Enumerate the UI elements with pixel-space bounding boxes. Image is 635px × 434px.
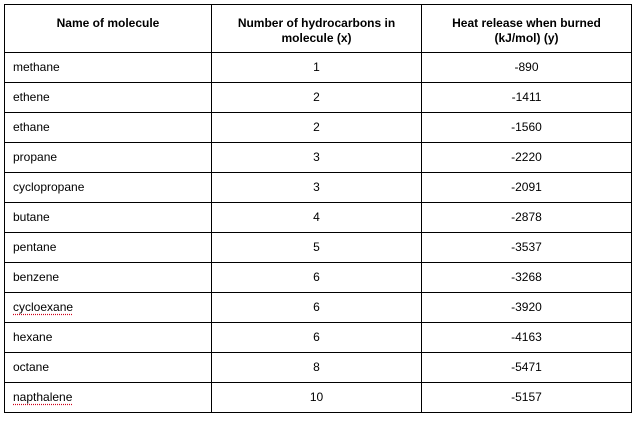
table-row: propane 3 -2220	[4, 142, 632, 173]
molecule-name-cell: benzene	[4, 262, 212, 293]
header-name-of-molecule: Name of molecule	[4, 4, 212, 53]
molecule-name-cell: methane	[4, 52, 212, 83]
hydrocarbon-count-cell: 5	[211, 232, 422, 263]
molecule-name-cell: cyclopropane	[4, 172, 212, 203]
hydrocarbon-count-cell: 2	[211, 112, 422, 143]
heat-release-cell: -5471	[421, 352, 632, 383]
heat-release-cell: -1411	[421, 82, 632, 113]
table-row: hexane 6 -4163	[4, 322, 632, 353]
table-row: cycloexane 6 -3920	[4, 292, 632, 323]
heat-release-cell: -3537	[421, 232, 632, 263]
table-row: pentane 5 -3537	[4, 232, 632, 263]
heat-release-cell: -4163	[421, 322, 632, 353]
hydrocarbon-count-cell: 3	[211, 142, 422, 173]
hydrocarbon-count-cell: 1	[211, 52, 422, 83]
heat-release-cell: -2091	[421, 172, 632, 203]
molecule-name-cell: ethane	[4, 112, 212, 143]
heat-release-cell: -890	[421, 52, 632, 83]
table-row: napthalene 10 -5157	[4, 382, 632, 413]
table-row: ethene 2 -1411	[4, 82, 632, 113]
hydrocarbon-count-cell: 6	[211, 262, 422, 293]
header-heat-release: Heat release when burned (kJ/mol) (y)	[421, 4, 632, 53]
heat-release-cell: -2220	[421, 142, 632, 173]
molecule-name-cell: ethene	[4, 82, 212, 113]
molecule-name-cell: butane	[4, 202, 212, 233]
molecule-name-cell: octane	[4, 352, 212, 383]
hydrocarbon-count-cell: 6	[211, 292, 422, 323]
heat-release-cell: -5157	[421, 382, 632, 413]
heat-release-cell: -3920	[421, 292, 632, 323]
molecule-name-cell: cycloexane	[4, 292, 212, 323]
hydrocarbon-count-cell: 10	[211, 382, 422, 413]
table-row: butane 4 -2878	[4, 202, 632, 233]
molecule-heat-table: Name of molecule Number of hydrocarbons …	[4, 4, 632, 413]
table-row: octane 8 -5471	[4, 352, 632, 383]
hydrocarbon-count-cell: 4	[211, 202, 422, 233]
table-row: ethane 2 -1560	[4, 112, 632, 143]
molecule-name-cell: hexane	[4, 322, 212, 353]
hydrocarbon-count-cell: 8	[211, 352, 422, 383]
hydrocarbon-count-cell: 2	[211, 82, 422, 113]
molecule-name-cell: napthalene	[4, 382, 212, 413]
table-row: cyclopropane 3 -2091	[4, 172, 632, 203]
hydrocarbon-count-cell: 3	[211, 172, 422, 203]
heat-release-cell: -1560	[421, 112, 632, 143]
misspelled-word: cycloexane	[13, 300, 74, 314]
misspelled-word: napthalene	[13, 390, 73, 404]
heat-release-cell: -2878	[421, 202, 632, 233]
table-row: methane 1 -890	[4, 52, 632, 83]
molecule-name-cell: propane	[4, 142, 212, 173]
table-row: benzene 6 -3268	[4, 262, 632, 293]
molecule-name-cell: pentane	[4, 232, 212, 263]
hydrocarbon-count-cell: 6	[211, 322, 422, 353]
heat-release-cell: -3268	[421, 262, 632, 293]
header-row: Name of molecule Number of hydrocarbons …	[4, 4, 632, 53]
header-number-of-hydrocarbons: Number of hydrocarbons in molecule (x)	[211, 4, 422, 53]
